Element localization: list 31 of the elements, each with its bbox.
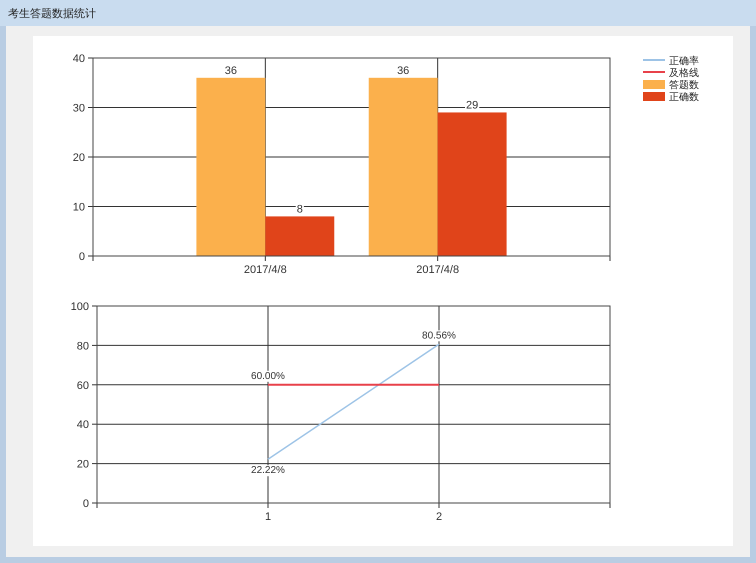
legend-label: 答题数 — [669, 79, 699, 91]
data-label: 80.56% — [422, 330, 456, 342]
y-tick-label: 100 — [70, 301, 89, 313]
chart-title: 考生答题数据统计 — [8, 7, 96, 20]
y-tick-label: 80 — [76, 340, 89, 352]
y-tick-label: 60 — [76, 380, 89, 392]
bar — [438, 112, 507, 256]
x-tick-label: 1 — [264, 511, 272, 523]
bar — [196, 78, 266, 256]
x-tick-label: 2017/4/8 — [416, 264, 460, 276]
data-label: 29 — [466, 99, 478, 112]
legend-label: 正确数 — [669, 92, 699, 103]
legend-label: 正确率 — [669, 55, 699, 67]
y-tick-label: 20 — [72, 152, 85, 164]
bar — [265, 216, 334, 256]
data-label: 36 — [397, 64, 410, 77]
data-label: 8 — [296, 203, 303, 216]
data-label: 22.22% — [251, 465, 286, 476]
bar — [368, 78, 438, 256]
y-tick-label: 30 — [72, 102, 85, 114]
data-label: 60.00% — [251, 370, 286, 382]
y-tick-label: 40 — [76, 419, 89, 432]
y-tick-label: 0 — [78, 251, 85, 263]
y-tick-label: 40 — [72, 53, 85, 65]
x-tick-label: 2017/4/8 — [244, 264, 287, 276]
x-tick-label: 2 — [436, 511, 442, 523]
y-tick-label: 0 — [82, 498, 89, 510]
data-label: 36 — [224, 64, 237, 77]
y-tick-label: 10 — [72, 202, 85, 214]
legend-label: 及格线 — [669, 67, 699, 79]
y-tick-label: 20 — [76, 458, 89, 471]
